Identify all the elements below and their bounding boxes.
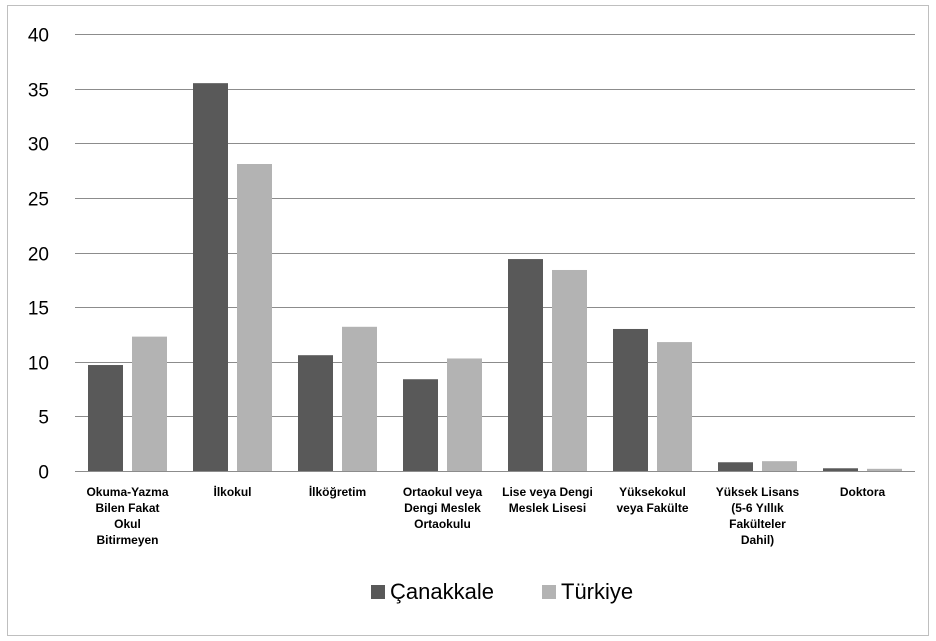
legend-label: Çanakkale bbox=[390, 579, 494, 604]
x-tick-label-line: Yüksekokul bbox=[619, 485, 686, 499]
bar-turkiye bbox=[657, 342, 692, 471]
x-tick-label-line: Bilen Fakat bbox=[95, 501, 159, 515]
x-tick-label-line: Ortaokulu bbox=[414, 517, 471, 531]
bar-turkiye bbox=[552, 269, 587, 471]
x-tick-label-line: Doktora bbox=[840, 485, 886, 499]
x-tick-label-line: Ortaokul veya bbox=[403, 485, 483, 499]
bars bbox=[88, 83, 902, 471]
bar-canakkale bbox=[823, 468, 858, 471]
legend-label: Türkiye bbox=[561, 579, 633, 604]
x-axis-labels: Okuma-Yazma Bilen Fakat Okul Bitirmeyen İlko… bbox=[86, 484, 885, 547]
bar-turkiye bbox=[342, 326, 377, 471]
bar-turkiye bbox=[867, 468, 902, 471]
x-tick-label-line: veya Fakülte bbox=[616, 501, 688, 515]
y-tick-label: 0 bbox=[38, 463, 49, 484]
y-axis-ticks: 0 5 10 15 20 25 30 35 40 bbox=[28, 26, 49, 484]
x-tick-label: İlkokul bbox=[213, 484, 251, 499]
bar-turkiye bbox=[132, 336, 167, 471]
y-tick-label: 20 bbox=[28, 245, 49, 266]
x-tick-label-line: İlköğretim bbox=[309, 484, 366, 499]
x-tick-label-line: Meslek Lisesi bbox=[509, 501, 586, 515]
x-tick-label-line: Bitirmeyen bbox=[96, 533, 158, 547]
x-tick-label: Yüksekokul veya Fakülte bbox=[616, 485, 688, 515]
y-tick-label: 10 bbox=[28, 354, 49, 375]
legend-swatch bbox=[542, 585, 556, 599]
y-tick-label: 35 bbox=[28, 81, 49, 102]
x-tick-label: Yüksek Lisans (5-6 Yıllık Fakülteler Dahil) bbox=[716, 485, 800, 547]
bar-turkiye bbox=[237, 164, 272, 471]
bar-canakkale bbox=[193, 83, 228, 471]
x-tick-label-line: Dengi Meslek bbox=[404, 501, 481, 515]
y-tick-label: 30 bbox=[28, 135, 49, 156]
x-tick-label: İlköğretim bbox=[309, 484, 366, 499]
x-tick-label: Lise veya Dengi Meslek Lisesi bbox=[502, 485, 593, 515]
y-tick-label: 5 bbox=[38, 408, 49, 429]
x-tick-label-line: İlkokul bbox=[213, 484, 251, 499]
bar-canakkale bbox=[613, 328, 648, 471]
x-tick-label-line: Fakülteler bbox=[729, 517, 786, 531]
bar-canakkale bbox=[508, 259, 543, 471]
y-tick-label: 15 bbox=[28, 299, 49, 320]
x-tick-label-line: Lise veya Dengi bbox=[502, 485, 593, 499]
bar-turkiye bbox=[762, 461, 797, 471]
legend-swatch bbox=[371, 585, 385, 599]
x-tick-label-line: Yüksek Lisans bbox=[716, 485, 800, 499]
x-tick-label-line: Dahil) bbox=[741, 533, 774, 547]
bar-canakkale bbox=[403, 379, 438, 471]
bar-turkiye bbox=[447, 358, 482, 471]
x-tick-label: Okuma-Yazma Bilen Fakat Okul Bitirmeyen bbox=[86, 485, 168, 547]
bar-canakkale bbox=[88, 365, 123, 471]
y-tick-label: 25 bbox=[28, 190, 49, 211]
legend: Çanakkale Türkiye bbox=[371, 579, 633, 604]
x-tick-label-line: Okul bbox=[114, 517, 141, 531]
x-tick-label-line: (5-6 Yıllık bbox=[731, 501, 784, 515]
y-tick-label: 40 bbox=[28, 26, 49, 47]
x-tick-label: Ortaokul veya Dengi Meslek Ortaokulu bbox=[403, 485, 483, 531]
x-tick-label: Doktora bbox=[840, 485, 886, 499]
bar-canakkale bbox=[718, 462, 753, 471]
x-tick-label-line: Okuma-Yazma bbox=[86, 485, 168, 499]
bar-canakkale bbox=[298, 355, 333, 471]
